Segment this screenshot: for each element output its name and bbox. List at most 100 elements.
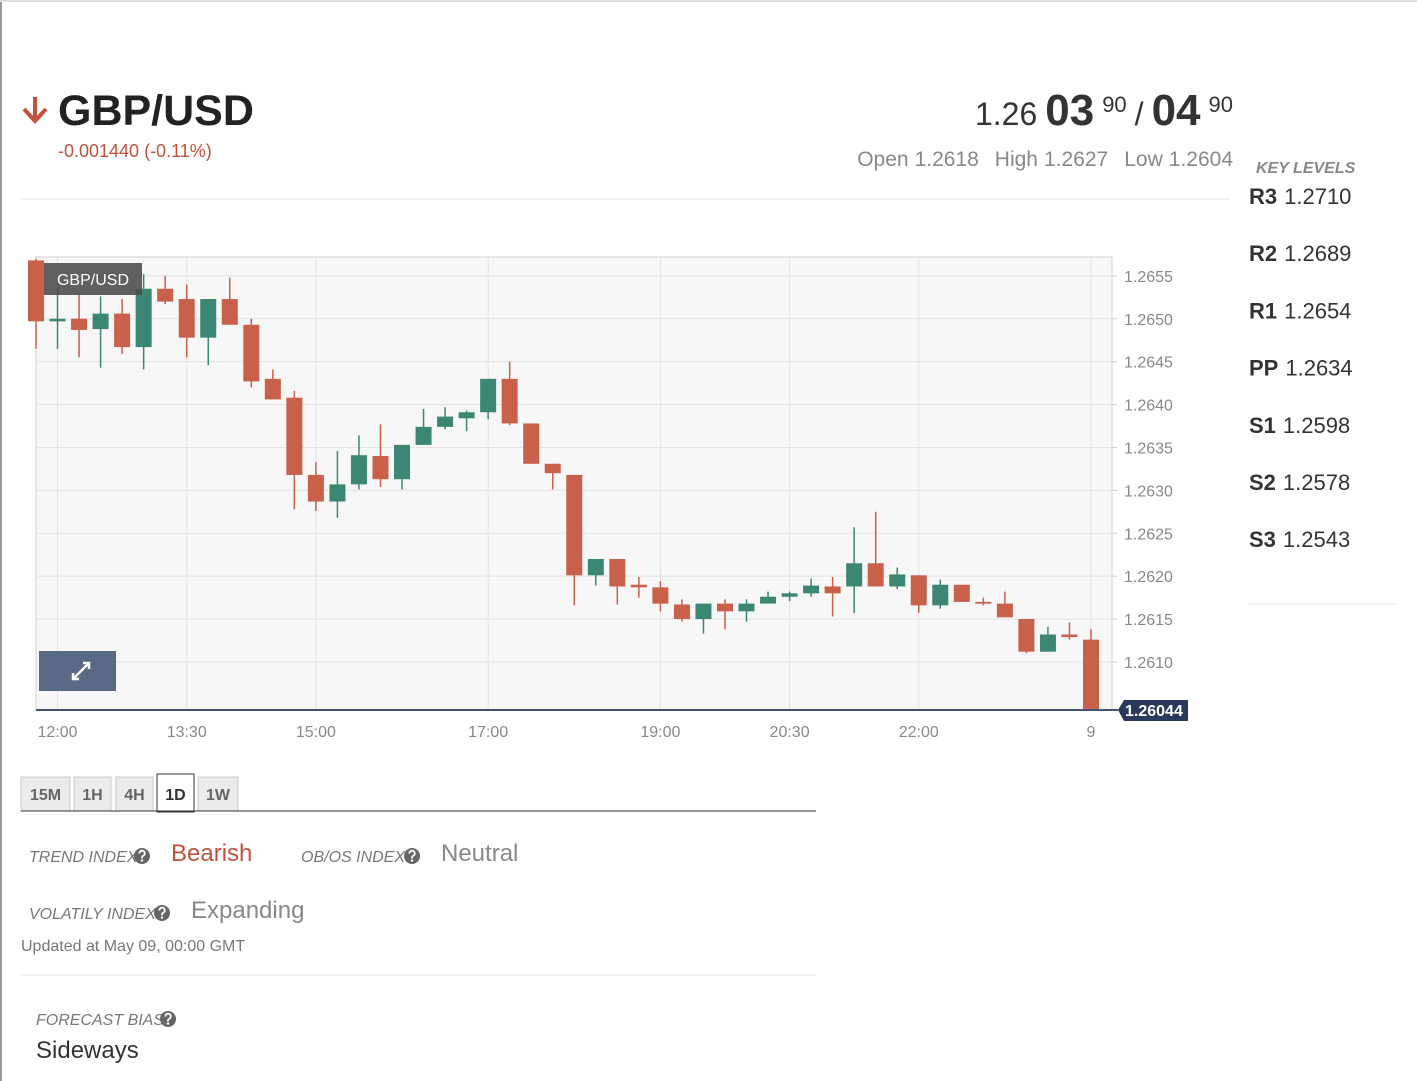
y-tick-label: 1.2610 <box>1124 655 1173 672</box>
level-name: R1 <box>1249 298 1277 323</box>
tab-label[interactable]: 1D <box>165 787 185 804</box>
stat-label: Open <box>857 148 908 171</box>
down-arrow <box>22 97 48 124</box>
help-dot <box>410 859 414 862</box>
title-box <box>44 263 142 295</box>
price: 1.26 03 90 /04 90 <box>975 86 1233 135</box>
help-dot <box>160 916 164 919</box>
level-value: 1.2710 <box>1284 184 1351 209</box>
candle-body <box>523 423 540 464</box>
help-icon[interactable] <box>404 848 420 864</box>
y-tick-label: 1.2655 <box>1124 269 1173 286</box>
level-name: S3 <box>1249 527 1276 552</box>
stats: Open 1.2618 High 1.2627 Low 1.2604 <box>857 148 1233 171</box>
candle-body <box>350 455 367 485</box>
key-level: S3 1.2543 <box>1249 527 1350 552</box>
tab[interactable] <box>156 773 195 813</box>
candle-body <box>329 484 346 502</box>
candle-body <box>415 426 432 445</box>
level-name: R2 <box>1249 241 1277 266</box>
candle-body <box>221 299 238 325</box>
x-tick-label: 12:00 <box>38 724 78 741</box>
help-icon[interactable] <box>134 848 150 864</box>
key-level: R3 1.2710 <box>1249 184 1351 209</box>
candle-body <box>264 378 281 400</box>
candle-body <box>178 299 195 338</box>
tab[interactable] <box>115 776 154 812</box>
candle-body <box>587 559 604 576</box>
key-level: R1 1.2654 <box>1249 298 1351 323</box>
y-tick-label: 1.2635 <box>1124 440 1173 457</box>
candle-body <box>1061 634 1078 638</box>
level-value: 1.2654 <box>1284 298 1351 323</box>
updated: Updated at May 09, 00:00 GMT <box>21 938 245 955</box>
candle-body <box>652 587 669 604</box>
tab-label[interactable]: 15M <box>30 787 61 804</box>
candle-body <box>566 474 583 576</box>
level-value: 1.2634 <box>1285 356 1352 381</box>
candle-body <box>673 604 690 620</box>
level-name: S2 <box>1249 470 1276 495</box>
key-levels-title: KEY LEVELS <box>1256 160 1356 177</box>
index-value: Expanding <box>191 897 304 924</box>
indices: TREND INDEX Bearish OB/OS INDEX Neutral VOLA… <box>29 840 518 924</box>
x-tick-label: 22:00 <box>899 724 939 741</box>
candle-body <box>544 463 561 474</box>
tab-label[interactable]: 1H <box>82 787 102 804</box>
expand-icon[interactable] <box>71 661 91 681</box>
candle-body <box>760 596 777 604</box>
index-label: OB/OS INDEX <box>301 849 406 866</box>
candle-body <box>307 474 324 502</box>
candle-body <box>28 260 44 322</box>
y-tick-label: 1.2620 <box>1124 569 1173 586</box>
candle-body <box>243 324 260 382</box>
y-tick-label: 1.2625 <box>1124 526 1173 543</box>
expand-bg[interactable] <box>39 651 116 691</box>
change: -0.001440 (-0.11%) <box>58 141 212 161</box>
level-value: 1.2543 <box>1283 527 1350 552</box>
stat-label: High <box>995 148 1038 171</box>
candle-body <box>932 584 949 606</box>
candle-body <box>157 288 174 302</box>
candle-body <box>824 586 841 594</box>
candle-body <box>92 313 109 330</box>
level-value: 1.2578 <box>1283 470 1350 495</box>
stat-value: 1.2604 <box>1169 148 1234 171</box>
price-fraction: 90 <box>1102 92 1126 117</box>
candle-body <box>114 313 131 348</box>
y-tick-label: 1.2615 <box>1124 612 1173 629</box>
candle-body <box>200 299 217 338</box>
tab-label[interactable]: 1W <box>206 787 231 804</box>
help-icon[interactable] <box>154 905 170 921</box>
level-name: S1 <box>1249 413 1276 438</box>
level-value: 1.2598 <box>1283 413 1350 438</box>
candle-body <box>781 593 798 597</box>
candle-body <box>480 378 497 413</box>
candle-body <box>953 584 970 602</box>
expand-button[interactable] <box>39 651 116 691</box>
last-price-label: 1.26044 <box>1125 703 1183 720</box>
level-name: R3 <box>1249 184 1277 209</box>
help-icon[interactable] <box>160 1011 176 1027</box>
y-tick-label: 1.2640 <box>1124 398 1173 415</box>
help-glyph <box>138 849 146 859</box>
forecast-label: FORECAST BIAS <box>36 1012 164 1029</box>
candle-body <box>501 378 518 424</box>
candle-body <box>394 444 411 480</box>
candle-body <box>458 412 475 419</box>
stat-value: 1.2618 <box>915 148 979 171</box>
help-glyph <box>408 849 416 859</box>
tab-label[interactable]: 4H <box>124 787 144 804</box>
tab[interactable] <box>197 776 239 812</box>
candle-body <box>738 603 755 612</box>
candle-body <box>846 563 863 587</box>
candle-body <box>1018 619 1035 652</box>
tab[interactable] <box>73 776 112 812</box>
x-tick-label: 15:00 <box>296 724 336 741</box>
candle-body <box>889 574 906 587</box>
index-value: Bearish <box>171 840 252 867</box>
pair: GBP/USD <box>58 87 254 135</box>
last-price-tag <box>1118 700 1188 721</box>
ask-pips: 04 <box>1152 86 1201 135</box>
